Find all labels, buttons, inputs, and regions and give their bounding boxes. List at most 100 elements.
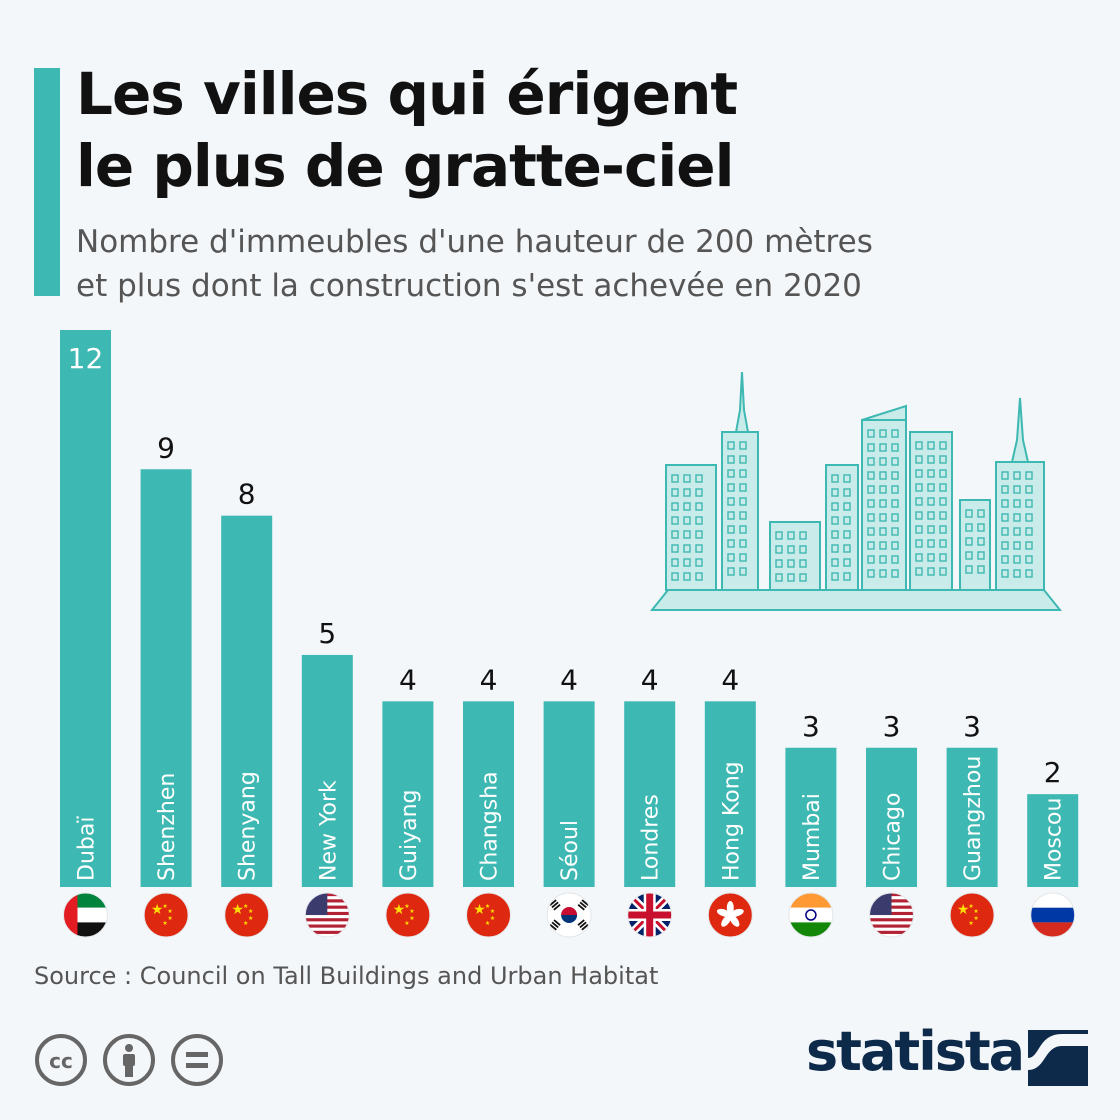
by-icon (103, 1034, 155, 1086)
value-label: 4 (560, 663, 578, 696)
skyline-window (891, 555, 899, 564)
skyline-window (695, 572, 703, 581)
skyline-window (727, 441, 735, 450)
subtitle-line-2: et plus dont la construction s'est achev… (76, 268, 862, 304)
south-korea-flag-icon (546, 892, 592, 938)
skyline-window (831, 530, 839, 539)
skyline-window (867, 555, 875, 564)
skyline-window (799, 531, 807, 540)
skyline-window (1001, 555, 1009, 564)
skyline-window (965, 523, 973, 532)
china-flag-icon: ★ ★★★★ (224, 892, 270, 938)
skyline-window (915, 455, 923, 464)
skyline-window (915, 497, 923, 506)
title-line-2: le plus de gratte-ciel (76, 132, 734, 200)
svg-text:★: ★ (243, 903, 248, 910)
svg-text:★: ★ (490, 908, 495, 915)
bar (946, 747, 998, 887)
china-flag-icon: ★ ★★★★ (143, 892, 189, 938)
skyline-window (867, 513, 875, 522)
skyline-window (683, 516, 691, 525)
skyline-window (1013, 471, 1021, 480)
skyline-window (843, 530, 851, 539)
skyline-window (939, 553, 947, 562)
svg-text:★: ★ (167, 908, 172, 915)
skyline-window (1001, 485, 1009, 494)
svg-text:★: ★ (404, 903, 409, 910)
bar-chart: 12 Dubaï 9 Shenzhen 8 Shenyang 5 New York 4 Guiya… (60, 330, 1079, 938)
value-label: 5 (318, 617, 336, 650)
skyline-window (867, 485, 875, 494)
value-label: 4 (721, 663, 739, 696)
skyline-window (867, 429, 875, 438)
skyline-window (915, 525, 923, 534)
skyline-window (1013, 541, 1021, 550)
svg-text:★: ★ (162, 903, 167, 910)
skyline-window (799, 559, 807, 568)
svg-text:cc: cc (49, 1049, 73, 1073)
skyline-window (831, 474, 839, 483)
skyline-base (649, 589, 1063, 611)
category-label: Chicago (881, 793, 906, 881)
skyline-window (683, 530, 691, 539)
skyline-window (775, 531, 783, 540)
skyline-window (727, 511, 735, 520)
skyline-illustration (649, 371, 1063, 611)
skyline-window (831, 488, 839, 497)
skyline-window (891, 443, 899, 452)
value-label: 3 (883, 710, 901, 743)
skyline-window (739, 525, 747, 534)
chart-title: Les villes qui érigent le plus de gratte… (76, 58, 976, 202)
skyline-window (727, 483, 735, 492)
value-label: 3 (802, 710, 820, 743)
skyline-window (1025, 485, 1033, 494)
svg-text:★: ★ (167, 915, 172, 922)
skyline-window (891, 541, 899, 550)
skyline-window (939, 455, 947, 464)
skyline-window (891, 485, 899, 494)
usa-flag-icon (304, 892, 350, 938)
skyline-window (939, 511, 947, 520)
skyline-window (915, 441, 923, 450)
skyline-building (769, 521, 821, 591)
skyline-window (977, 565, 985, 574)
category-label: Hong Kong (719, 761, 744, 881)
bar (221, 515, 273, 887)
nd-icon (171, 1034, 223, 1086)
skyline-window (831, 558, 839, 567)
category-label: Mumbai (800, 793, 825, 881)
bar (301, 654, 353, 887)
statista-logo-mark (1028, 1030, 1088, 1086)
skyline-window (843, 502, 851, 511)
skyline-window (727, 567, 735, 576)
skyline-window (927, 553, 935, 562)
skyline-window (977, 509, 985, 518)
skyline-window (939, 567, 947, 576)
skyline-window (1025, 499, 1033, 508)
skyline-window (927, 497, 935, 506)
skyline-window (915, 567, 923, 576)
skyline-window (939, 483, 947, 492)
skyline-window (695, 544, 703, 553)
skyline-window (727, 539, 735, 548)
skyline-window (671, 572, 679, 581)
svg-text:★: ★ (393, 902, 406, 918)
usa-flag-icon (869, 892, 914, 938)
svg-text:★: ★ (973, 908, 978, 915)
category-label: Guangzhou (961, 756, 986, 881)
value-label: 2 (1044, 756, 1062, 789)
skyline-window (1001, 471, 1009, 480)
skyline-window (879, 555, 887, 564)
skyline-window (787, 545, 795, 554)
bar (704, 701, 756, 887)
svg-text:★: ★ (243, 920, 248, 927)
bars-group: 12 Dubaï 9 Shenzhen 8 Shenyang 5 New York 4 Guiya… (60, 330, 1079, 887)
skyline-window (879, 457, 887, 466)
svg-text:★: ★ (973, 915, 978, 922)
skyline-window (683, 488, 691, 497)
skyline-window (775, 573, 783, 582)
svg-text:★: ★ (248, 908, 253, 915)
skyline-window (867, 457, 875, 466)
skyline-window (739, 539, 747, 548)
skyline-window (939, 469, 947, 478)
